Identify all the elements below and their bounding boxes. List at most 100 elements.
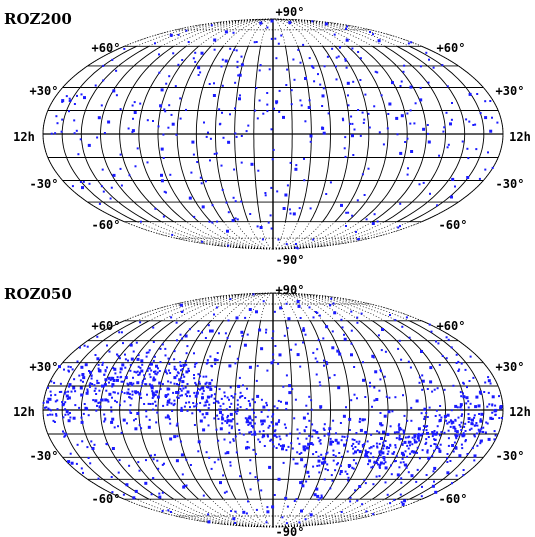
source-marker (476, 93, 479, 95)
source-marker (373, 213, 376, 216)
source-marker (347, 479, 350, 482)
meridian-polar-segment (173, 18, 274, 47)
source-marker (243, 343, 247, 347)
meridian-polar-segment (272, 498, 336, 528)
source-marker (166, 399, 170, 403)
source-marker (286, 505, 289, 508)
source-marker (188, 370, 190, 372)
source-marker (226, 416, 229, 419)
source-marker (424, 425, 427, 428)
source-marker (136, 147, 139, 150)
source-marker (331, 47, 334, 50)
source-marker (464, 368, 467, 371)
source-marker (288, 384, 292, 388)
source-marker (235, 412, 238, 415)
source-marker (143, 377, 146, 380)
source-marker (225, 201, 228, 204)
source-marker (101, 168, 104, 171)
source-marker (141, 379, 144, 382)
source-marker (109, 379, 112, 382)
source-marker (303, 449, 306, 452)
source-marker (278, 443, 280, 446)
source-marker (316, 348, 319, 351)
source-marker (475, 432, 478, 435)
meridian-polar-segment (185, 292, 274, 322)
source-marker (221, 413, 224, 416)
source-marker (219, 481, 222, 485)
source-marker (462, 474, 465, 477)
source-marker (240, 55, 243, 58)
source-marker (60, 130, 63, 133)
source-marker (356, 321, 359, 324)
source-marker (148, 349, 151, 352)
source-marker (181, 380, 185, 384)
source-marker (248, 431, 251, 434)
source-marker (326, 363, 329, 366)
label-lat-m60-left: -60° (92, 218, 121, 232)
source-marker (460, 421, 463, 424)
source-marker (344, 155, 347, 158)
source-marker (435, 445, 439, 449)
source-marker (120, 431, 123, 434)
source-marker (232, 517, 236, 521)
source-marker (152, 359, 155, 362)
source-marker (137, 354, 140, 357)
source-marker (195, 391, 199, 395)
source-marker (267, 409, 270, 412)
source-marker (432, 432, 436, 436)
source-marker (306, 446, 309, 450)
source-marker (164, 347, 167, 350)
source-marker (487, 376, 490, 379)
source-marker (344, 470, 347, 473)
source-marker (465, 402, 468, 405)
source-marker (285, 243, 288, 246)
source-marker (480, 412, 484, 416)
source-marker (434, 415, 437, 417)
source-marker (353, 366, 356, 368)
source-marker (82, 412, 85, 415)
source-marker (279, 444, 282, 447)
source-marker (128, 393, 131, 396)
source-marker (302, 341, 304, 344)
source-marker (394, 396, 397, 399)
source-marker (183, 375, 186, 378)
source-marker (274, 37, 277, 40)
source-marker (240, 200, 243, 203)
source-marker (267, 221, 270, 224)
source-marker (216, 400, 219, 403)
source-marker (80, 416, 83, 419)
source-marker (467, 400, 470, 403)
source-marker (266, 404, 268, 407)
source-marker (344, 58, 347, 60)
source-marker (271, 337, 274, 340)
source-marker (323, 429, 326, 431)
source-marker (118, 331, 121, 334)
source-marker (247, 417, 250, 420)
source-marker (194, 51, 197, 54)
source-marker (474, 424, 477, 427)
source-marker (149, 376, 152, 379)
source-marker (378, 450, 382, 454)
source-marker (413, 434, 417, 437)
source-marker (377, 456, 380, 459)
meridian-polar-segment (223, 221, 274, 250)
source-marker (152, 120, 154, 122)
source-marker (160, 88, 164, 92)
source-marker (491, 116, 493, 119)
source-marker (402, 394, 404, 397)
source-marker (152, 376, 155, 379)
source-marker (467, 421, 470, 423)
source-marker (312, 66, 315, 69)
source-marker (253, 432, 257, 436)
source-marker (94, 354, 97, 356)
source-marker (260, 489, 263, 492)
source-marker (188, 328, 191, 331)
meridian-polar-segment (272, 498, 398, 528)
source-marker (115, 69, 118, 72)
source-marker (417, 434, 420, 437)
source-marker (325, 193, 328, 195)
source-marker (110, 410, 113, 413)
source-marker (151, 391, 155, 395)
source-marker (362, 361, 364, 364)
source-marker (132, 350, 135, 353)
